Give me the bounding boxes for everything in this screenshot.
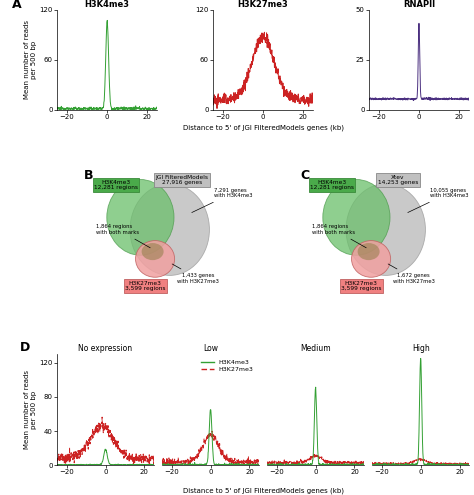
- Y-axis label: Mean number of reads
per 500 bp: Mean number of reads per 500 bp: [24, 20, 36, 99]
- Text: C: C: [300, 168, 310, 182]
- Title: Low: Low: [203, 345, 218, 353]
- Text: B: B: [84, 168, 94, 182]
- Title: Medium: Medium: [300, 345, 331, 353]
- Ellipse shape: [130, 184, 210, 275]
- Text: A: A: [12, 0, 21, 11]
- Text: 1,864 regions
with both marks: 1,864 regions with both marks: [96, 224, 150, 248]
- Y-axis label: Mean number of reads
per 500 bp: Mean number of reads per 500 bp: [24, 370, 36, 449]
- Text: 7,291 genes
with H3K4me3: 7,291 genes with H3K4me3: [192, 188, 252, 212]
- Ellipse shape: [358, 243, 380, 260]
- Text: 1,433 genes
with H3K27me3: 1,433 genes with H3K27me3: [172, 264, 219, 284]
- Title: High: High: [412, 345, 429, 353]
- Legend: H3K4me3, H3K27me3: H3K4me3, H3K27me3: [199, 357, 256, 375]
- Text: H3K4me3
12,281 regions: H3K4me3 12,281 regions: [94, 180, 138, 190]
- Ellipse shape: [142, 243, 164, 260]
- Text: D: D: [20, 341, 30, 354]
- Ellipse shape: [107, 180, 174, 255]
- Ellipse shape: [352, 241, 391, 277]
- Text: 10,055 genes
with H3K4me3: 10,055 genes with H3K4me3: [408, 188, 468, 212]
- Ellipse shape: [323, 180, 390, 255]
- Text: 1,864 regions
with both marks: 1,864 regions with both marks: [312, 224, 366, 248]
- Title: No expression: No expression: [79, 345, 133, 353]
- Text: Xtev
14,253 genes: Xtev 14,253 genes: [378, 175, 418, 186]
- Title: RNAPII: RNAPII: [403, 0, 435, 9]
- Text: H3K27me3
3,599 regions: H3K27me3 3,599 regions: [125, 281, 165, 291]
- Text: JGI FilteredModels
27,916 genes: JGI FilteredModels 27,916 genes: [155, 175, 209, 186]
- Title: H3K4me3: H3K4me3: [85, 0, 130, 9]
- Text: 1,672 genes
with H3K27me3: 1,672 genes with H3K27me3: [388, 264, 435, 284]
- Text: Distance to 5' of JGI FilteredModels genes (kb): Distance to 5' of JGI FilteredModels gen…: [182, 488, 344, 494]
- Ellipse shape: [136, 241, 174, 277]
- Ellipse shape: [346, 184, 426, 275]
- X-axis label: Distance to 5' of JGI FilteredModels genes (kb): Distance to 5' of JGI FilteredModels gen…: [182, 124, 344, 131]
- Title: H3K27me3: H3K27me3: [237, 0, 289, 9]
- Text: H3K27me3
3,599 regions: H3K27me3 3,599 regions: [341, 281, 382, 291]
- Text: H3K4me3
12,281 regions: H3K4me3 12,281 regions: [310, 180, 354, 190]
